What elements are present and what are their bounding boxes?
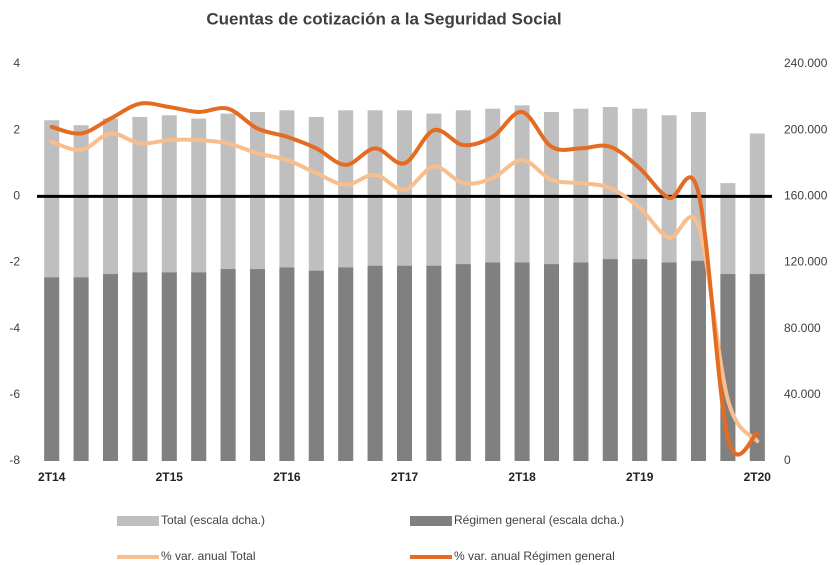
bar (661, 262, 677, 461)
bar (602, 259, 618, 461)
legend-swatch (410, 516, 452, 526)
y2-tick-label: 120.000 (784, 255, 828, 269)
bar (338, 267, 354, 461)
legend-label: % var. anual Total (161, 549, 256, 563)
bar (161, 272, 177, 461)
bar (749, 274, 765, 461)
bar (573, 262, 589, 461)
x-tick-label: 2T15 (156, 470, 184, 484)
y2-tick-label: 200.000 (784, 122, 828, 136)
bar (308, 270, 324, 461)
bar (73, 277, 89, 461)
line (49, 101, 760, 457)
y2-tick-label: 0 (784, 453, 791, 467)
bar (426, 265, 442, 461)
legend-label: % var. anual Régimen general (454, 549, 615, 563)
x-tick-label: 2T16 (273, 470, 301, 484)
bar (250, 269, 265, 461)
bar (191, 272, 207, 461)
y2-tick-label: 160.000 (784, 189, 828, 203)
line (49, 131, 760, 444)
x-tick-label: 2T18 (508, 470, 536, 484)
bar (691, 260, 706, 461)
x-tick-label: 2T14 (38, 470, 66, 484)
x-tick-label: 2T20 (744, 470, 772, 484)
y-tick-label: -2 (9, 255, 20, 269)
y2-tick-label: 80.000 (784, 321, 821, 335)
bar (455, 264, 471, 461)
y-tick-label: 2 (13, 122, 20, 136)
legend-label: Régimen general (escala dcha.) (454, 513, 624, 527)
bar (279, 267, 295, 461)
y2-tick-label: 40.000 (784, 387, 821, 401)
legend-swatch (117, 516, 159, 526)
chart-title: Cuentas de cotización a la Seguridad Soc… (206, 9, 561, 28)
bar (132, 272, 148, 461)
x-tick-label: 2T19 (626, 470, 654, 484)
y-tick-label: -6 (9, 387, 20, 401)
y-tick-label: -4 (9, 321, 20, 335)
bar (632, 259, 648, 461)
bar (514, 262, 530, 461)
bar (44, 277, 60, 461)
y-tick-label: 4 (13, 56, 20, 70)
legend-label: Total (escala dcha.) (161, 513, 265, 527)
x-tick-label: 2T17 (391, 470, 419, 484)
y-tick-label: -8 (9, 453, 20, 467)
bar (544, 264, 559, 461)
bar (220, 269, 236, 461)
bar (397, 265, 412, 461)
bar (485, 262, 501, 461)
y-tick-label: 0 (13, 189, 20, 203)
y2-tick-label: 240.000 (784, 56, 828, 70)
bar (103, 274, 118, 461)
bar (367, 265, 383, 461)
